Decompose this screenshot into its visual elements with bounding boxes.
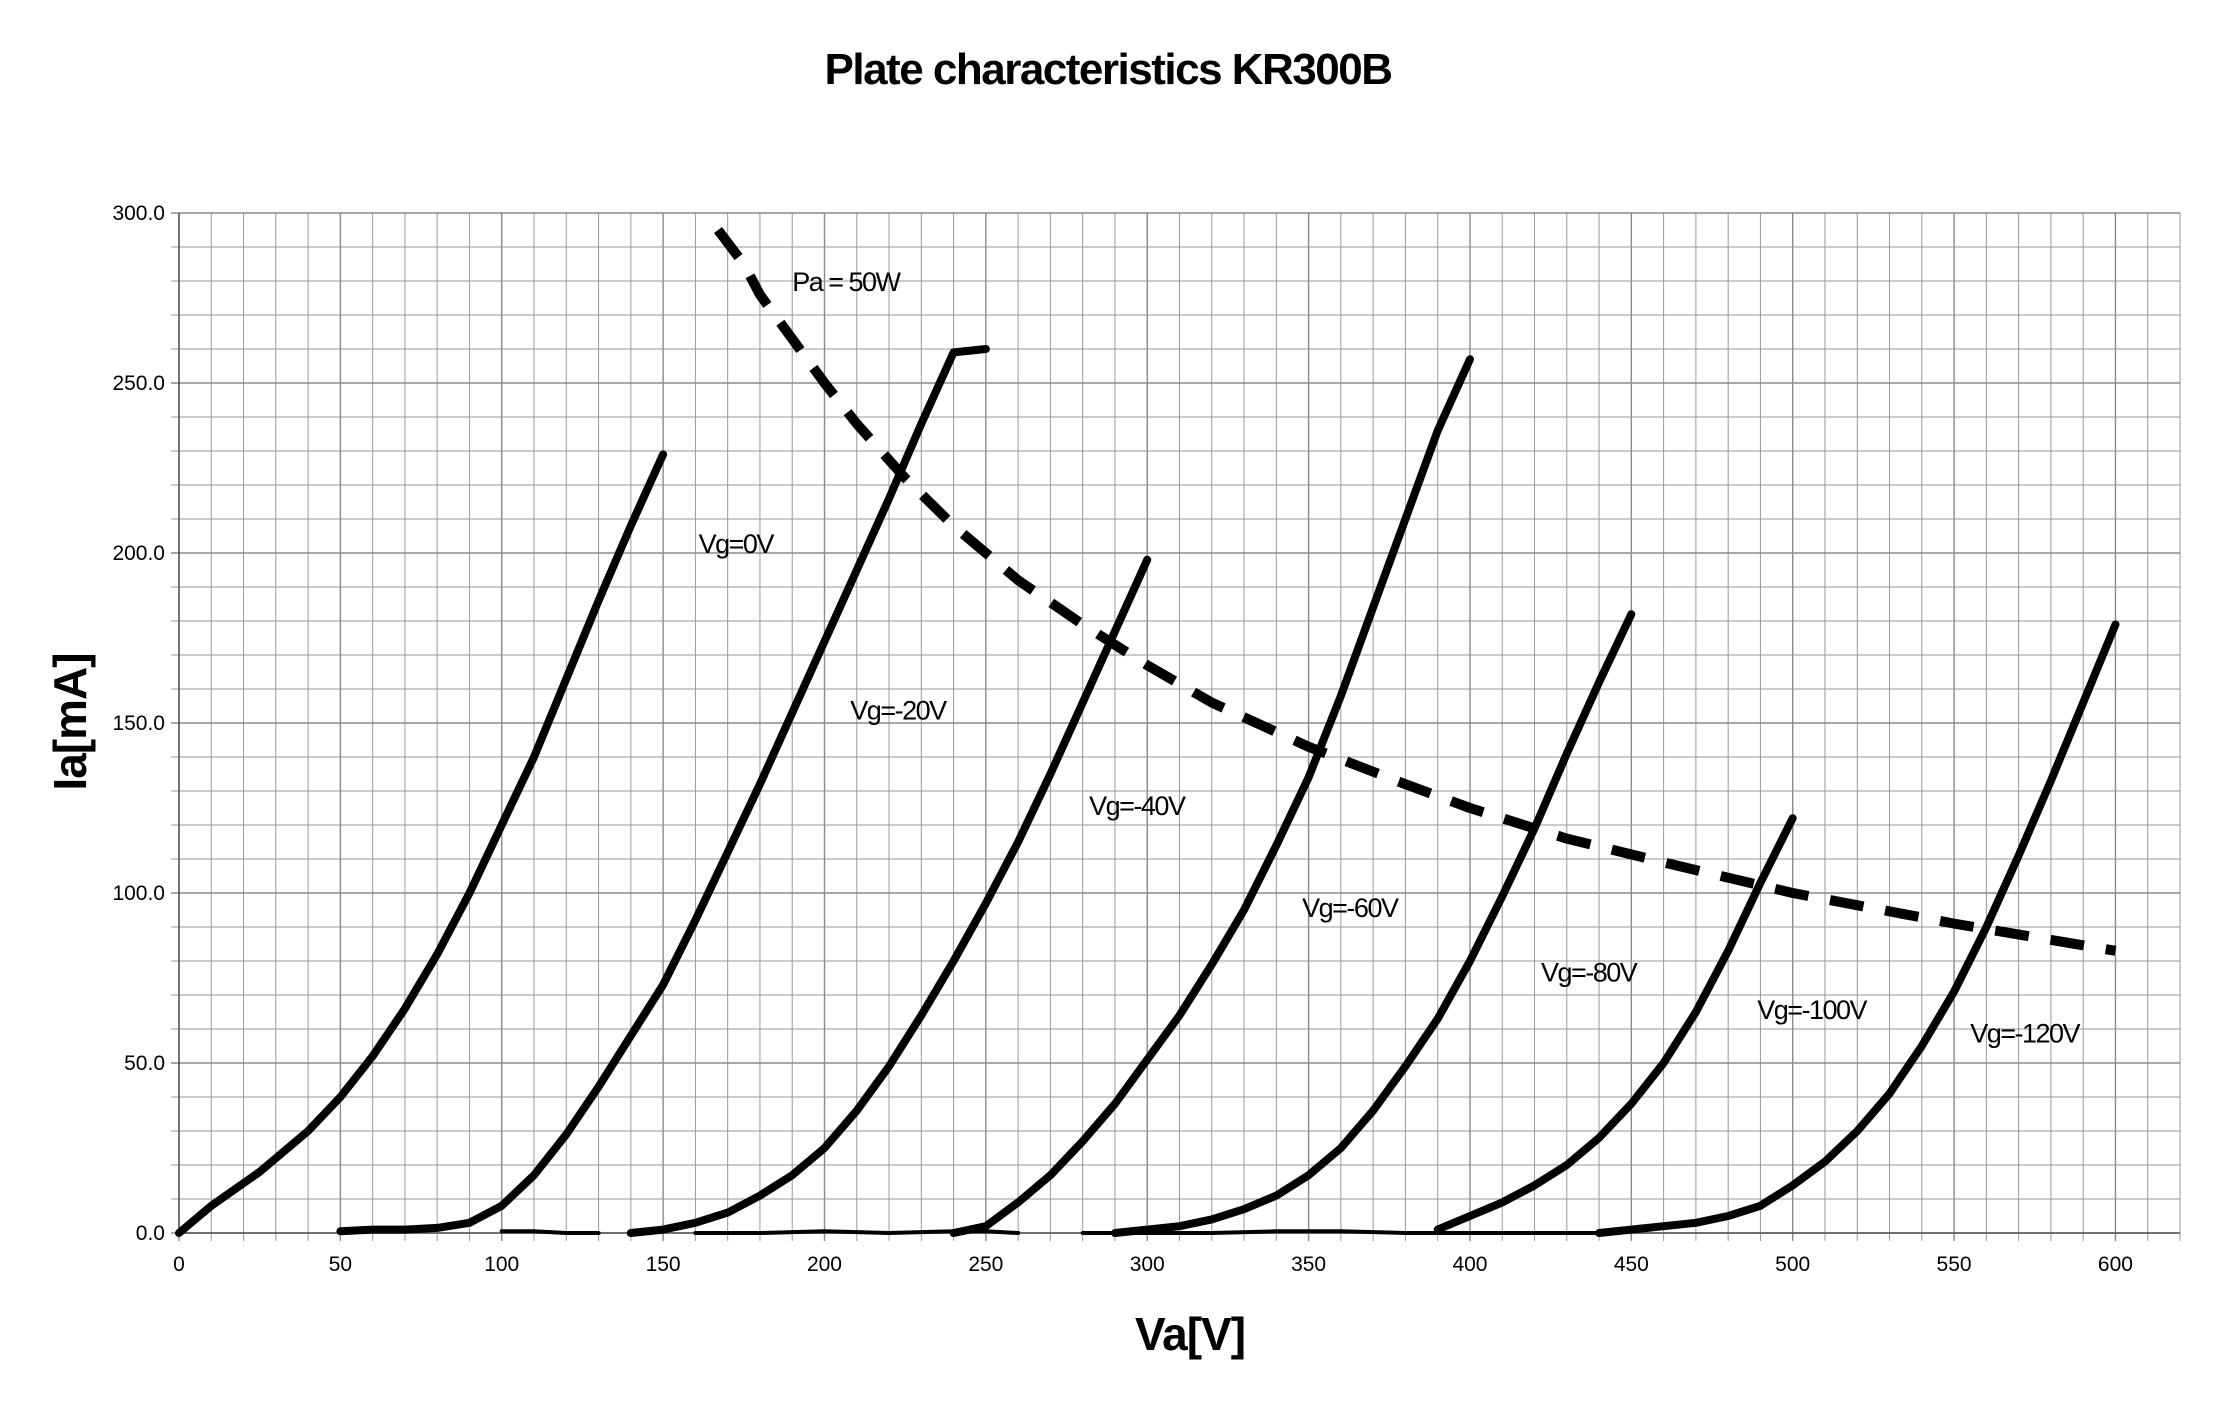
curve-labels: Vg=0V Vg=-20V Vg=-40V Vg=-60V Vg=-80V Vg=-100… [699, 267, 2082, 1049]
x-tick-label: 50 [329, 1253, 352, 1276]
plate-curve-line [1111, 610, 1636, 1237]
x-tick-label: 150 [646, 1253, 681, 1276]
x-tick-label: 550 [1937, 1253, 1972, 1276]
plate-curve-line [949, 355, 1474, 1237]
chart-title: Plate characteristics KR300B [825, 45, 1392, 94]
x-tick-label: 100 [484, 1253, 519, 1276]
series-7 [714, 226, 2117, 956]
y-tick-label: 150.0 [112, 712, 165, 735]
series-cutoff-line [693, 1229, 1021, 1235]
x-tick-label: 400 [1452, 1253, 1487, 1276]
curve-label: Vg=-100V [1757, 995, 1867, 1025]
y-tick-label: 100.0 [112, 882, 165, 905]
curve-label: Vg=-40V [1089, 791, 1186, 821]
curve-label: Vg=0V [699, 529, 775, 559]
series-group [175, 226, 2120, 1237]
series-1 [336, 345, 990, 1236]
x-tick-label: 600 [2098, 1253, 2133, 1276]
y-axis-title: Ia[mA] [44, 653, 96, 790]
series-5 [1433, 814, 1797, 1235]
power-limit-line [714, 226, 2117, 956]
x-tick-label: 250 [968, 1253, 1003, 1276]
plate-curve-line [336, 345, 990, 1236]
y-tick-label: 200.0 [112, 542, 165, 565]
y-axis-tick-labels: 0.0 50.0 100.0 150.0 200.0 250.0 300.0 [112, 202, 165, 1245]
y-tick-label: 50.0 [124, 1052, 165, 1075]
x-axis-tick-labels: 0 50 100 150 200 250 300 350 400 450 500 550 600 [173, 1253, 2133, 1276]
x-tick-label: 300 [1130, 1253, 1165, 1276]
x-tick-label: 350 [1291, 1253, 1326, 1276]
x-tick-label: 500 [1775, 1253, 1810, 1276]
curve-label: Vg=-80V [1541, 957, 1638, 987]
curve-label: Pa = 50W [792, 267, 901, 297]
x-tick-label: 0 [173, 1253, 185, 1276]
y-tick-label: 250.0 [112, 372, 165, 395]
plate-curve-line [1595, 620, 2120, 1237]
grid [171, 212, 2181, 1241]
y-tick-label: 0.0 [136, 1222, 165, 1245]
curve-label: Vg=-120V [1970, 1019, 2080, 1049]
curve-label: Vg=-60V [1302, 893, 1399, 923]
plate-curve-line [175, 450, 668, 1237]
plate-curve-line [1433, 814, 1797, 1234]
x-tick-label: 200 [807, 1253, 842, 1276]
x-axis-title: Va[V] [1135, 1308, 1245, 1360]
plate-curve-line [626, 555, 1152, 1237]
curve-label: Vg=-20V [850, 696, 947, 726]
y-tick-label: 300.0 [112, 202, 165, 225]
series-6 [1595, 620, 2120, 1237]
series-0 [175, 450, 668, 1237]
x-tick-label: 450 [1614, 1253, 1649, 1276]
series-2 [626, 555, 1152, 1237]
series-cutoff-line [499, 1229, 601, 1235]
